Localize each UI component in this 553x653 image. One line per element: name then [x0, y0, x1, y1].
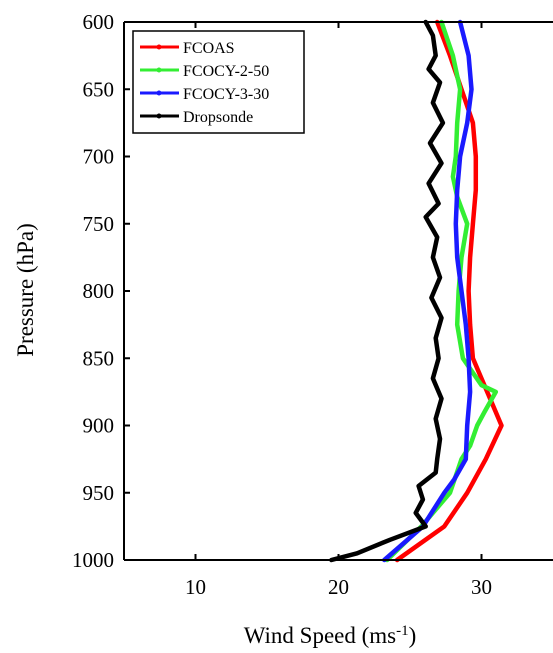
legend-marker-fcocy-2-50 [156, 67, 162, 73]
legend-label-dropsonde: Dropsonde [183, 109, 253, 126]
y-tick-label: 950 [83, 481, 115, 505]
tick-labels: 600 650 700 750 800 850 900 950 1000 10 20 30 [72, 10, 492, 599]
legend-marker-fcoas [156, 44, 162, 50]
y-tick-label: 800 [83, 279, 115, 303]
y-tick-label: 900 [83, 414, 115, 438]
x-tick-label: 10 [185, 575, 206, 599]
x-axis-title: Wind Speed (ms-1) [244, 623, 417, 648]
y-tick-label: 650 [83, 77, 115, 101]
y-axis-title: Pressure (hPa) [13, 223, 38, 357]
legend: FCOAS FCOCY-2-50 FCOCY-3-30 Dropsonde [132, 30, 305, 134]
series-line-fcocy-2-50 [384, 19, 499, 563]
x-tick-label: 20 [328, 575, 349, 599]
series-line-fcoas [394, 19, 504, 563]
y-tick-label: 700 [83, 145, 115, 169]
legend-label-fcoas: FCOAS [183, 40, 235, 57]
y-tick-label: 1000 [72, 548, 114, 572]
y-tick-label: 600 [83, 10, 115, 34]
axes [123, 21, 553, 561]
series-line-dropsonde [329, 19, 446, 563]
x-tick-label: 30 [471, 575, 492, 599]
legend-label-fcocy-2-50: FCOCY-2-50 [183, 63, 269, 80]
y-tick-label: 850 [83, 346, 115, 370]
y-tick-label: 750 [83, 212, 115, 236]
legend-marker-fcocy-3-30 [156, 90, 162, 96]
series-line-fcocy-3-30 [382, 19, 474, 563]
x-axis-title-superscript: -1 [396, 623, 409, 639]
plot-area [329, 19, 504, 563]
legend-marker-dropsonde [156, 113, 162, 119]
legend-label-fcocy-3-30: FCOCY-3-30 [183, 86, 269, 103]
